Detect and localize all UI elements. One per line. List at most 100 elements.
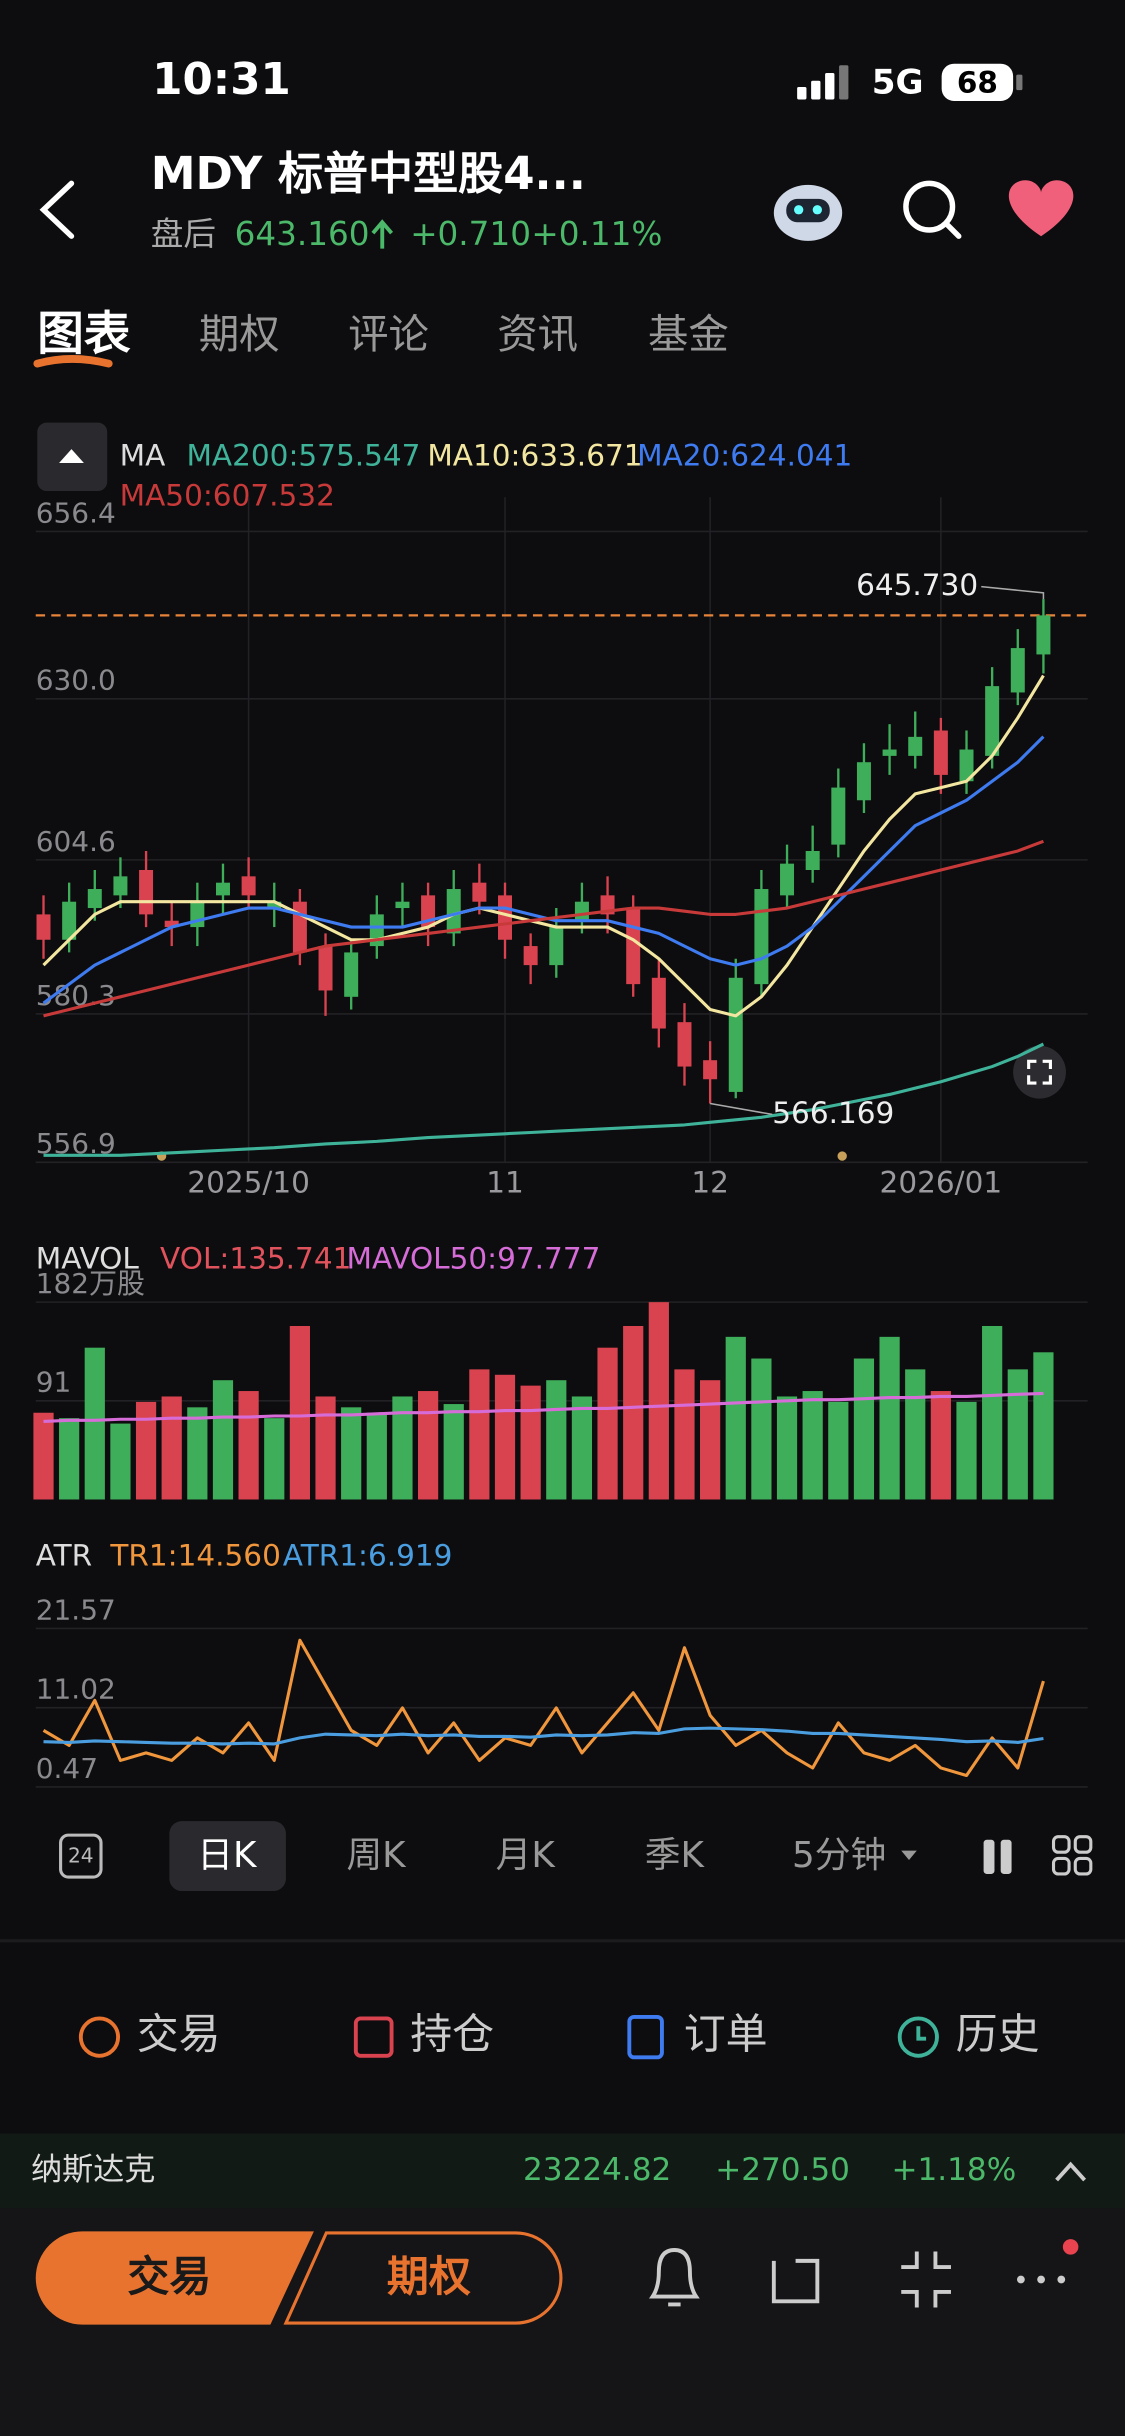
candle-body bbox=[215, 882, 230, 896]
compare-icon[interactable] bbox=[901, 2251, 951, 2308]
tab[interactable]: 基金 bbox=[648, 310, 729, 358]
volume-bar bbox=[161, 1396, 182, 1500]
expand-icon[interactable] bbox=[1055, 2161, 1087, 2182]
back-button[interactable] bbox=[39, 180, 75, 239]
candle-body bbox=[523, 946, 538, 966]
volume-bar bbox=[802, 1391, 823, 1500]
period-tab[interactable]: 周K bbox=[346, 1835, 407, 1876]
legend-item: ATR1:6.919 bbox=[283, 1538, 453, 1572]
period-tab[interactable]: 日K bbox=[197, 1835, 258, 1876]
ticker-name: 纳斯达克 bbox=[31, 2152, 155, 2188]
volume-bar bbox=[956, 1401, 977, 1500]
candle-body bbox=[626, 908, 641, 985]
volume-bar bbox=[417, 1391, 439, 1500]
volume-bar bbox=[879, 1336, 900, 1500]
volume-bar bbox=[110, 1423, 131, 1500]
candle-body bbox=[241, 876, 256, 896]
candle-body bbox=[754, 889, 769, 985]
volume-bar bbox=[853, 1358, 875, 1500]
fullscreen-button[interactable] bbox=[1013, 1045, 1066, 1099]
candle-body bbox=[395, 901, 410, 909]
fullscreen-icon bbox=[1027, 1059, 1052, 1085]
legend-title: ATR bbox=[36, 1538, 92, 1572]
candle-body bbox=[1010, 648, 1025, 693]
grid-menu-icon[interactable] bbox=[1051, 1835, 1093, 1876]
period-icon[interactable] bbox=[59, 1833, 103, 1879]
chart-style-icon[interactable] bbox=[983, 1839, 1012, 1874]
volume-bar bbox=[623, 1325, 644, 1500]
tab[interactable]: 图表 bbox=[37, 307, 131, 361]
period-tab[interactable]: 24 bbox=[68, 1843, 94, 1867]
volume-bar bbox=[571, 1396, 593, 1500]
share-icon[interactable] bbox=[771, 2258, 820, 2304]
period-tab[interactable]: 5分钟 bbox=[792, 1835, 886, 1876]
candle-body bbox=[574, 901, 589, 921]
legend-title: MA bbox=[120, 438, 166, 472]
position-icon bbox=[353, 2016, 394, 2058]
tab[interactable]: 资讯 bbox=[497, 310, 578, 358]
volume-bar bbox=[674, 1369, 695, 1500]
volume-bar bbox=[828, 1401, 849, 1500]
series-line bbox=[43, 839, 1044, 1018]
action[interactable]: 交易 bbox=[137, 2010, 221, 2059]
volume-bar bbox=[212, 1380, 234, 1500]
candle-body bbox=[498, 895, 512, 940]
candle-body bbox=[805, 850, 820, 871]
candle-body bbox=[831, 787, 846, 845]
trade-button[interactable] bbox=[35, 2231, 314, 2325]
notification-dot bbox=[1062, 2239, 1079, 2255]
candle-body bbox=[933, 730, 948, 775]
status-time: 10:31 bbox=[152, 55, 290, 105]
volume-bar bbox=[341, 1407, 362, 1500]
favorite-icon[interactable] bbox=[1008, 180, 1074, 237]
options-button[interactable] bbox=[283, 2231, 563, 2325]
header-price: 643.160 bbox=[235, 215, 370, 253]
candle-body bbox=[344, 952, 359, 997]
candle-body bbox=[1036, 615, 1051, 655]
tab[interactable]: 评论 bbox=[348, 310, 429, 358]
candle-body bbox=[908, 736, 923, 756]
legend-item: MA20:624.041 bbox=[637, 438, 852, 472]
candle-body bbox=[139, 870, 154, 915]
volume-bar bbox=[546, 1380, 567, 1500]
period-selected bbox=[169, 1821, 286, 1892]
candle-body bbox=[703, 1060, 718, 1080]
candle-body bbox=[472, 882, 487, 902]
volume-bar bbox=[982, 1325, 1003, 1500]
action[interactable]: 持仓 bbox=[410, 2010, 494, 2059]
battery-icon bbox=[941, 63, 1014, 102]
volume-bar bbox=[443, 1404, 464, 1500]
y-tick-label: 11.02 bbox=[36, 1673, 116, 1706]
search-icon[interactable] bbox=[903, 180, 962, 239]
tab-indicator bbox=[33, 355, 113, 368]
period-tab[interactable]: 月K bbox=[496, 1835, 557, 1876]
period-tab[interactable]: 季K bbox=[645, 1835, 706, 1876]
x-tick-label: 2025/10 bbox=[187, 1166, 310, 1200]
alert-icon[interactable] bbox=[648, 2248, 700, 2307]
ticker-bar[interactable] bbox=[0, 2133, 1125, 2209]
volume-bar bbox=[135, 1401, 157, 1500]
assistant-icon[interactable] bbox=[773, 184, 843, 241]
y-tick-label: 656.4 bbox=[36, 496, 116, 529]
y-tick-label: 604.6 bbox=[36, 825, 116, 858]
candle-body bbox=[677, 1022, 692, 1067]
action[interactable]: 历史 bbox=[956, 2010, 1040, 2059]
volume-bar bbox=[289, 1325, 310, 1500]
ticker-change: +270.50 bbox=[715, 2152, 850, 2188]
action[interactable]: 订单 bbox=[684, 2010, 768, 2059]
tab[interactable]: 期权 bbox=[199, 310, 280, 358]
header-change-pct: +0.11% bbox=[531, 215, 662, 253]
series-line bbox=[43, 1042, 1045, 1157]
more-icon[interactable] bbox=[1017, 2275, 1066, 2284]
candle-body bbox=[113, 876, 128, 896]
candle-body bbox=[959, 749, 974, 782]
candle-body bbox=[882, 749, 897, 756]
candle-body bbox=[549, 927, 564, 966]
volume-bar bbox=[905, 1369, 926, 1500]
series-line bbox=[42, 1638, 1045, 1778]
volume-bar bbox=[238, 1391, 259, 1500]
legend-item: MA200:575.547 bbox=[186, 438, 420, 472]
legend-item: MA10:633.671 bbox=[427, 438, 642, 472]
network-label: 5G bbox=[872, 62, 924, 102]
low-leader bbox=[709, 1102, 773, 1116]
